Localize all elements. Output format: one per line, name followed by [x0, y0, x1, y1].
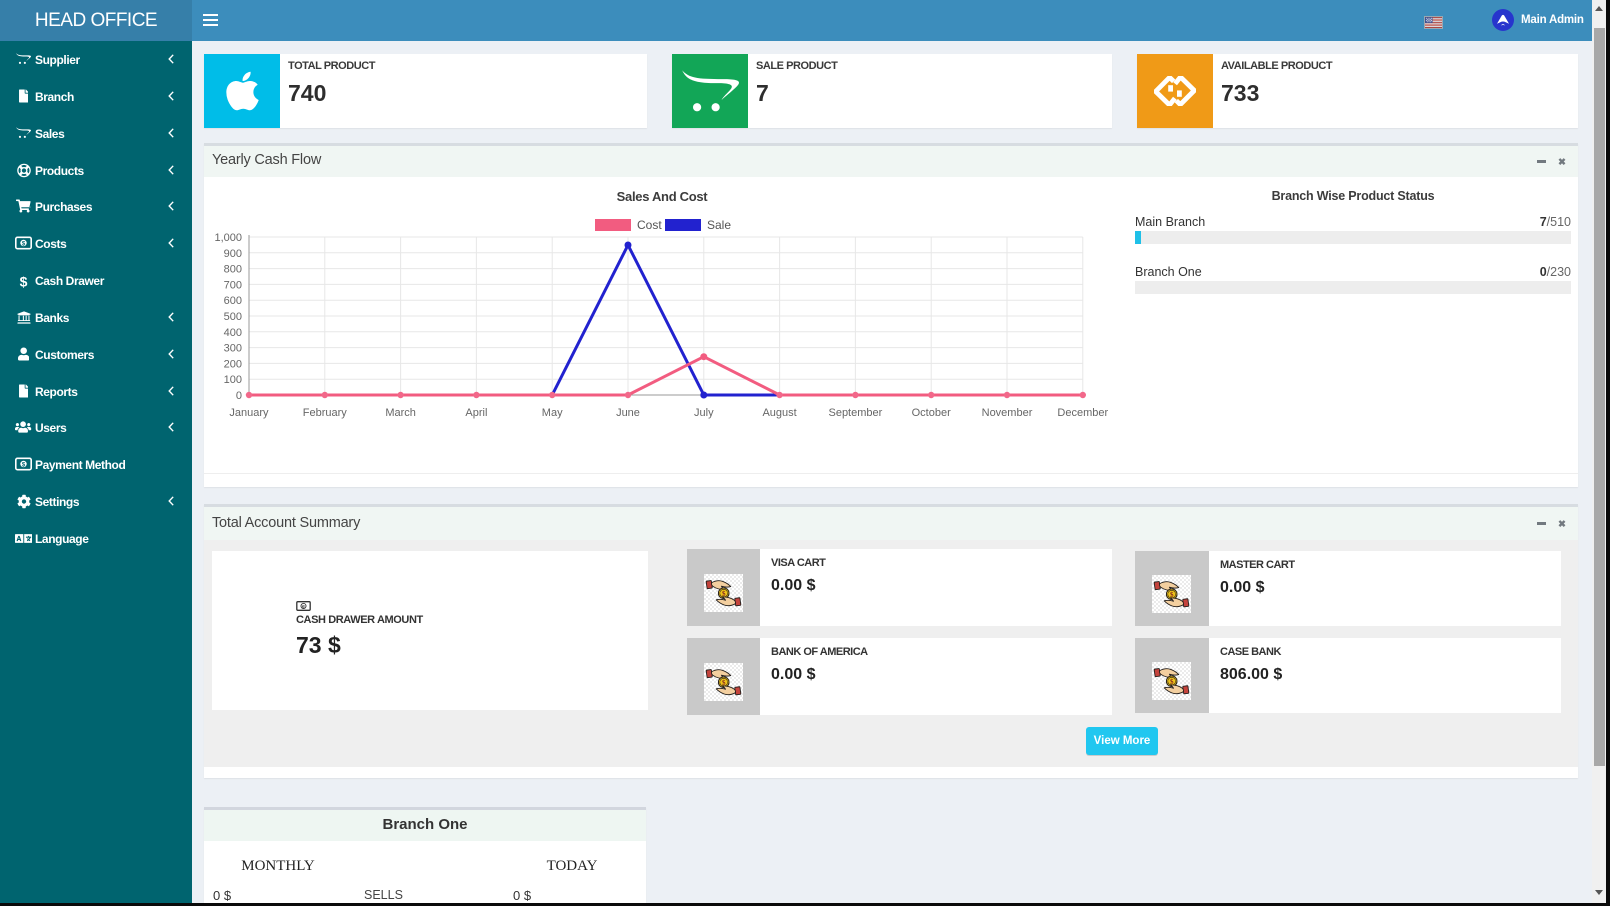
svg-text:Sales And Cost: Sales And Cost	[617, 189, 709, 204]
svg-text:February: February	[303, 407, 348, 419]
svg-text:$: $	[722, 590, 726, 598]
svg-text:January: January	[229, 407, 269, 419]
svg-text:$: $	[722, 679, 726, 687]
svg-text:400: 400	[224, 327, 242, 339]
svg-text:September: September	[828, 407, 882, 419]
svg-text:500: 500	[224, 311, 242, 323]
svg-text:Sale: Sale	[707, 218, 731, 232]
svg-text:Cost: Cost	[637, 218, 662, 232]
svg-text:300: 300	[224, 343, 242, 355]
svg-text:July: July	[694, 407, 714, 419]
svg-text:700: 700	[224, 279, 242, 291]
svg-text:March: March	[385, 407, 416, 419]
svg-text:June: June	[616, 407, 640, 419]
svg-text:600: 600	[224, 295, 242, 307]
svg-text:1,000: 1,000	[214, 232, 242, 244]
svg-text:August: August	[762, 407, 796, 419]
svg-text:0: 0	[236, 390, 242, 402]
svg-text:$: $	[22, 241, 26, 247]
svg-text:$: $	[22, 463, 26, 469]
svg-text:800: 800	[224, 264, 242, 276]
svg-text:October: October	[912, 407, 951, 419]
svg-text:April: April	[465, 407, 487, 419]
svg-text:900: 900	[224, 248, 242, 260]
svg-text:$: $	[1170, 591, 1174, 599]
svg-text:e: e	[302, 604, 305, 610]
svg-text:May: May	[542, 407, 563, 419]
svg-text:200: 200	[224, 358, 242, 370]
svg-text:$: $	[1170, 678, 1174, 686]
svg-text:November: November	[982, 407, 1033, 419]
svg-text:December: December	[1057, 407, 1108, 419]
svg-text:100: 100	[224, 374, 242, 386]
